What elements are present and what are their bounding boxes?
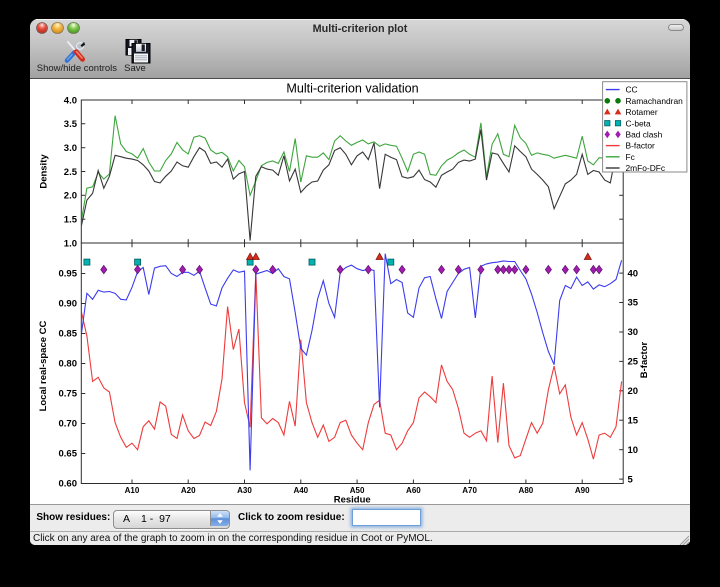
svg-text:2.5: 2.5 <box>64 167 78 178</box>
svg-text:0.90: 0.90 <box>59 299 78 310</box>
svg-text:B-factor: B-factor <box>626 141 656 151</box>
svg-text:35: 35 <box>628 298 639 309</box>
svg-text:25: 25 <box>628 357 639 368</box>
svg-text:A40: A40 <box>293 486 308 495</box>
svg-text:A30: A30 <box>237 486 252 495</box>
svg-text:5: 5 <box>628 474 634 485</box>
svg-text:2mFo-DFc: 2mFo-DFc <box>626 163 666 173</box>
svg-text:30: 30 <box>628 327 639 338</box>
svg-text:0.80: 0.80 <box>59 359 78 370</box>
svg-text:A90: A90 <box>575 486 590 495</box>
svg-text:Local real-space CC: Local real-space CC <box>38 320 49 411</box>
svg-text:A10: A10 <box>125 486 140 495</box>
svg-text:10: 10 <box>628 445 639 456</box>
svg-text:A80: A80 <box>519 486 534 495</box>
svg-text:4.0: 4.0 <box>64 95 77 106</box>
svg-text:20: 20 <box>628 386 639 397</box>
svg-text:Residue: Residue <box>334 495 371 505</box>
svg-text:Density: Density <box>39 154 50 189</box>
svg-text:0.65: 0.65 <box>59 449 78 460</box>
svg-text:0.75: 0.75 <box>59 389 78 400</box>
svg-text:2.0: 2.0 <box>64 191 77 202</box>
svg-text:Ramachandran: Ramachandran <box>626 96 684 106</box>
svg-text:B-factor: B-factor <box>639 341 650 378</box>
svg-text:Bad clash: Bad clash <box>626 130 663 140</box>
svg-text:A20: A20 <box>181 486 196 495</box>
svg-text:A50: A50 <box>350 486 365 495</box>
svg-text:1.5: 1.5 <box>64 215 78 226</box>
svg-text:0.85: 0.85 <box>59 329 78 340</box>
svg-text:0.95: 0.95 <box>59 269 78 280</box>
svg-text:0.60: 0.60 <box>59 479 78 490</box>
svg-text:CC: CC <box>626 85 638 95</box>
svg-text:Fc: Fc <box>626 152 635 162</box>
svg-text:Rotamer: Rotamer <box>626 107 658 117</box>
svg-text:3.0: 3.0 <box>64 143 77 154</box>
svg-text:A60: A60 <box>406 486 421 495</box>
svg-text:15: 15 <box>628 415 639 426</box>
svg-text:0.70: 0.70 <box>59 419 78 430</box>
svg-text:A70: A70 <box>462 486 477 495</box>
svg-text:40: 40 <box>628 268 639 279</box>
svg-text:Multi-criterion validation: Multi-criterion validation <box>286 82 418 96</box>
svg-text:3.5: 3.5 <box>64 119 78 130</box>
svg-text:1.0: 1.0 <box>64 238 77 249</box>
svg-text:C-beta: C-beta <box>626 118 651 128</box>
